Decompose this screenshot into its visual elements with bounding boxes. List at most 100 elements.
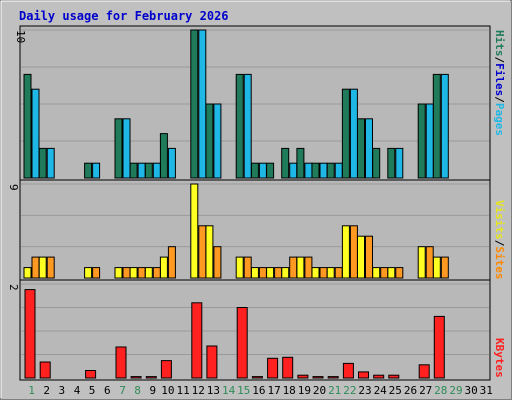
bar-kbytes-day-25 [388,374,400,379]
x-label-day-21: 21 [328,384,341,397]
bar-sites-day-9 [152,267,161,279]
bar-visits-day-28 [432,256,441,279]
bar-hits-day-24 [372,147,381,179]
bar-files-day-15 [243,73,252,179]
bar-files-day-10 [167,147,176,179]
bar-hits-day-20 [311,162,320,179]
x-label-day-27: 27 [419,384,432,397]
bar-files-day-16 [258,162,267,179]
bar-kbytes-day-15 [236,307,248,379]
x-label-day-4: 4 [74,384,81,397]
bar-hits-day-19 [296,147,305,179]
bar-kbytes-day-23 [358,371,369,379]
x-label-day-13: 13 [207,384,220,397]
bar-visits-day-15 [235,256,244,279]
y-max-label-middle: 9 [7,184,20,191]
bar-files-day-22 [349,88,358,179]
x-label-day-30: 30 [464,384,477,397]
bars [23,29,449,379]
bar-sites-day-1 [31,256,40,279]
x-label-day-26: 26 [404,384,417,397]
bar-kbytes-day-19 [297,374,309,379]
x-label-day-25: 25 [389,384,402,397]
legend-kbytes: KBytes [493,338,506,378]
legend-hits-files-pages: Hits/Files/Pages [493,30,506,136]
bar-visits-day-10 [159,256,168,279]
bar-kbytes-day-27 [418,364,430,379]
bar-visits-day-2 [38,256,47,279]
bar-hits-day-28 [432,73,441,179]
bar-hits-day-7 [114,118,123,179]
bar-hits-day-27 [417,103,426,179]
bar-kbytes-day-1 [24,289,36,379]
bar-sites-day-7 [122,267,131,279]
bar-hits-day-23 [357,118,365,179]
x-label-day-10: 10 [161,384,174,397]
bar-sites-day-8 [137,267,146,279]
bar-visits-day-18 [281,267,290,279]
bar-sites-day-23 [365,235,373,279]
bar-visits-day-12 [190,183,199,279]
bar-sites-day-15 [243,256,252,279]
legend-sites: Sites [493,246,506,279]
bar-hits-day-17 [266,162,275,179]
bar-files-day-9 [152,162,161,179]
bar-kbytes-day-20 [312,376,324,379]
y-max-label-bottom: 2 [7,284,20,291]
bar-files-day-5 [92,162,101,179]
bar-visits-day-23 [357,235,365,279]
bar-hits-day-12 [190,29,199,179]
bar-visits-day-5 [84,267,93,279]
bar-visits-day-16 [250,267,259,279]
bar-sites-day-25 [395,267,404,279]
bar-hits-day-1 [23,73,32,179]
bar-sites-day-2 [46,256,55,279]
bar-sites-day-21 [334,267,343,279]
bar-kbytes-day-13 [206,345,218,379]
bar-hits-day-5 [84,162,93,179]
bar-sites-day-5 [92,267,101,279]
bar-visits-day-7 [114,267,123,279]
bar-files-day-20 [319,162,328,179]
bar-kbytes-day-7 [115,346,127,379]
bar-files-day-7 [122,118,131,179]
bar-kbytes-day-28 [433,315,445,379]
bar-files-day-18 [289,162,298,179]
bar-hits-day-8 [129,162,138,179]
x-axis-labels: 1 2 3 4 5 6 7 8 9 10 11 12 13 14 15 16 17 18 19 20 21 22 23 24 2… [28,384,493,397]
bar-hits-day-25 [387,147,396,179]
bar-hits-day-13 [205,103,214,179]
bar-visits-day-22 [341,225,350,279]
x-label-day-23: 23 [358,384,371,397]
x-label-day-14: 14 [222,384,236,397]
bar-files-day-21 [334,162,343,179]
bar-files-day-2 [46,147,55,179]
bar-visits-day-1 [23,267,32,279]
bar-visits-day-27 [417,246,426,279]
bar-hits-day-21 [326,162,335,179]
bar-visits-day-9 [144,267,153,279]
x-label-day-28: 28 [434,384,447,397]
bar-kbytes-day-10 [160,360,172,379]
bar-visits-day-13 [205,225,214,279]
bar-sites-day-13 [213,246,222,279]
legend-files: Files [493,63,506,96]
bar-files-day-1 [31,88,40,179]
bar-kbytes-day-12 [191,302,203,379]
bar-visits-day-21 [326,267,335,279]
x-label-day-15: 15 [237,384,250,397]
gridlines [21,29,489,355]
kbytes-panel [19,279,491,381]
bar-sites-day-17 [274,267,283,279]
bar-sites-day-16 [258,267,267,279]
bar-visits-day-25 [387,267,396,279]
bar-sites-day-22 [349,225,358,279]
x-label-day-17: 17 [267,384,280,397]
bar-hits-day-9 [144,162,153,179]
bar-files-day-28 [440,73,449,179]
bar-visits-day-19 [296,256,305,279]
bar-kbytes-day-8 [130,376,142,379]
x-label-day-12: 12 [192,384,205,397]
bar-hits-day-10 [159,133,168,179]
